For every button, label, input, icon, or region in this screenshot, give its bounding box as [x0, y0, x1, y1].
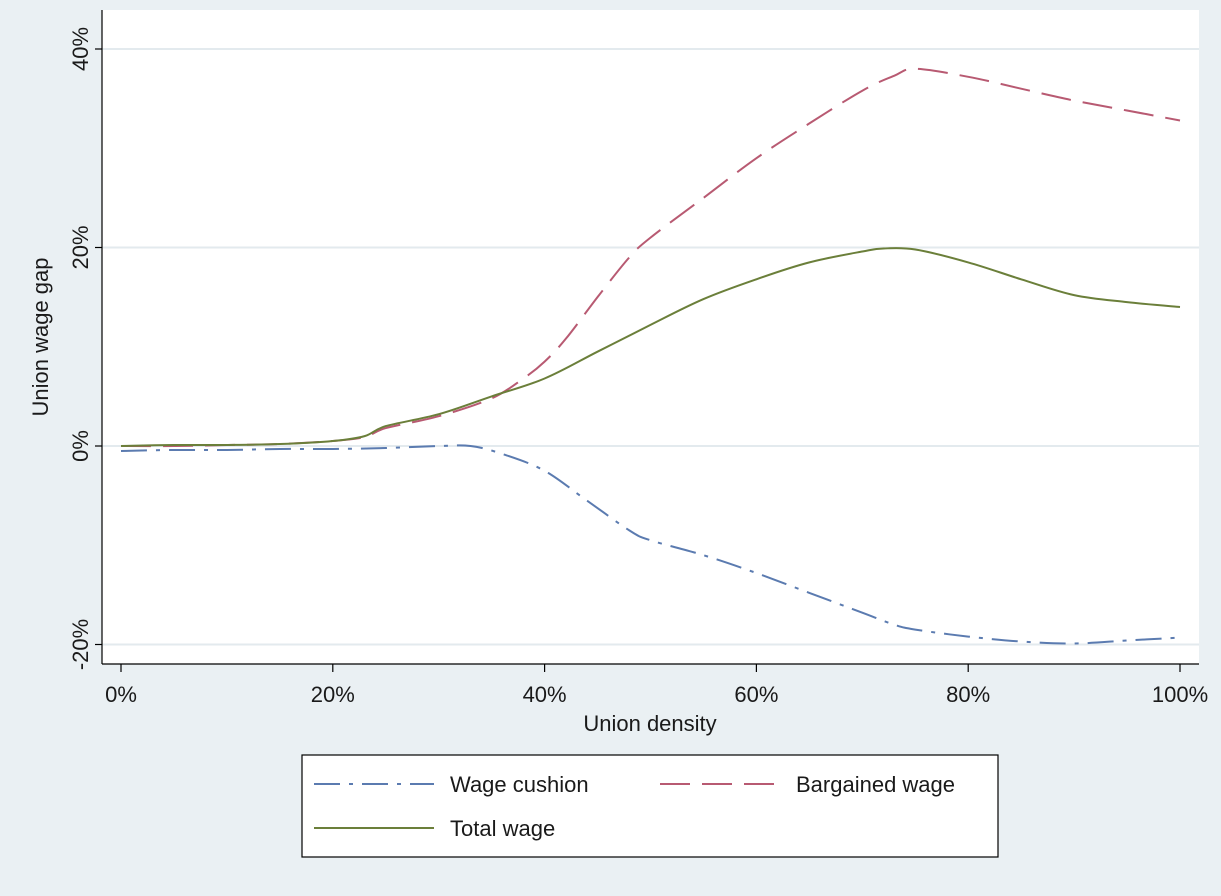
x-tick-label: 40%	[523, 682, 567, 707]
legend-label-wage-cushion: Wage cushion	[450, 772, 589, 797]
x-tick-label: 100%	[1152, 682, 1208, 707]
legend-label-total-wage: Total wage	[450, 816, 555, 841]
series-line-total-wage	[120, 247, 1181, 447]
x-tick-label: 60%	[734, 682, 778, 707]
x-tick-label: 0%	[105, 682, 137, 707]
y-tick-label: -20%	[68, 619, 93, 670]
series-line-wage-cushion	[120, 444, 1181, 645]
y-axis-label: Union wage gap	[28, 257, 53, 416]
x-tick-label: 20%	[311, 682, 355, 707]
series-lines	[120, 67, 1181, 645]
legend: Wage cushion Bargained wage Total wage	[301, 754, 999, 858]
legend-box	[301, 754, 999, 858]
legend-label-bargained-wage: Bargained wage	[796, 772, 955, 797]
x-axis-ticks: 0% 20% 40% 60% 80% 100%	[105, 664, 1208, 707]
y-tick-label: 0%	[68, 430, 93, 462]
axes	[101, 10, 1199, 665]
x-tick-label: 80%	[946, 682, 990, 707]
y-tick-label: 40%	[68, 27, 93, 71]
plot-area	[102, 10, 1199, 664]
y-axis-ticks: -20% 0% 20% 40%	[68, 27, 102, 670]
grid-lines	[102, 48, 1199, 646]
x-axis-label: Union density	[583, 711, 716, 736]
y-tick-label: 20%	[68, 225, 93, 269]
